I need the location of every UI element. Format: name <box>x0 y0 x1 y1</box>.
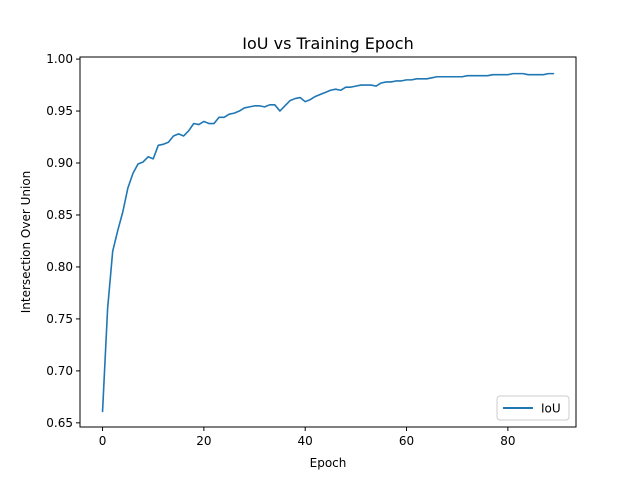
y-axis: 0.65 0.70 0.75 0.80 0.85 0.90 0.95 1.00 <box>46 52 80 430</box>
y-axis-label: Intersection Over Union <box>19 171 33 314</box>
y-tick-label: 0.85 <box>46 208 73 222</box>
legend: IoU <box>496 395 570 421</box>
y-tick-label: 0.95 <box>46 104 73 118</box>
x-tick-label: 80 <box>500 434 515 448</box>
x-axis-label: Epoch <box>310 456 347 470</box>
legend-label-iou: IoU <box>541 402 561 416</box>
x-tick-label: 0 <box>99 434 107 448</box>
x-tick-label: 40 <box>298 434 313 448</box>
y-tick-label: 0.70 <box>46 364 73 378</box>
y-tick-label: 1.00 <box>46 52 73 66</box>
chart-title: IoU vs Training Epoch <box>242 34 413 53</box>
plot-frame <box>79 56 577 428</box>
x-tick-label: 60 <box>399 434 414 448</box>
x-axis: 0 20 40 60 80 <box>99 427 515 448</box>
y-tick-label: 0.65 <box>46 416 73 430</box>
series-line-iou <box>101 72 555 413</box>
y-tick-label: 0.75 <box>46 312 73 326</box>
y-tick-label: 0.80 <box>46 260 73 274</box>
x-tick-label: 20 <box>196 434 211 448</box>
plot-area <box>101 72 555 413</box>
y-tick-label: 0.90 <box>46 156 73 170</box>
